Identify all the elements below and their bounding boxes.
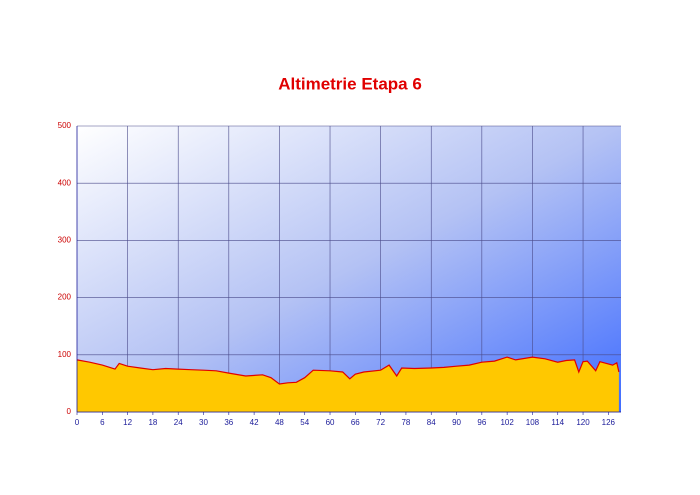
x-tick-label: 84 xyxy=(427,418,436,427)
x-tick-label: 90 xyxy=(452,418,461,427)
x-tick-label: 54 xyxy=(300,418,309,427)
x-tick-label: 36 xyxy=(224,418,233,427)
y-tick-label: 100 xyxy=(58,350,72,359)
x-tick-label: 114 xyxy=(551,418,564,427)
x-tick-label: 78 xyxy=(401,418,410,427)
x-tick-label: 48 xyxy=(275,418,284,427)
x-tick-label: 60 xyxy=(326,418,335,427)
x-tick-label: 66 xyxy=(351,418,360,427)
x-tick-label: 24 xyxy=(174,418,183,427)
area-line xyxy=(76,356,620,385)
x-tick-label: 96 xyxy=(477,418,486,427)
x-tick-label: 126 xyxy=(602,418,616,427)
x-tick-label: 30 xyxy=(199,418,208,427)
x-tick-label: 6 xyxy=(100,418,105,427)
x-tick-label: 102 xyxy=(500,418,514,427)
y-tick-label: 500 xyxy=(58,121,72,130)
x-tick-label: 0 xyxy=(75,418,80,427)
x-tick-label: 18 xyxy=(148,418,157,427)
y-tick-label: 200 xyxy=(58,293,72,302)
x-tick-label: 120 xyxy=(576,418,590,427)
x-tick-label: 72 xyxy=(376,418,385,427)
y-tick-label: 400 xyxy=(58,178,72,187)
y-tick-label: 300 xyxy=(58,236,72,245)
x-tick-label: 108 xyxy=(526,418,540,427)
chart-title: Altimetrie Etapa 6 xyxy=(278,74,422,93)
x-tick-label: 12 xyxy=(123,418,132,427)
x-tick-label: 42 xyxy=(250,418,259,427)
y-tick-label: 0 xyxy=(67,407,72,416)
